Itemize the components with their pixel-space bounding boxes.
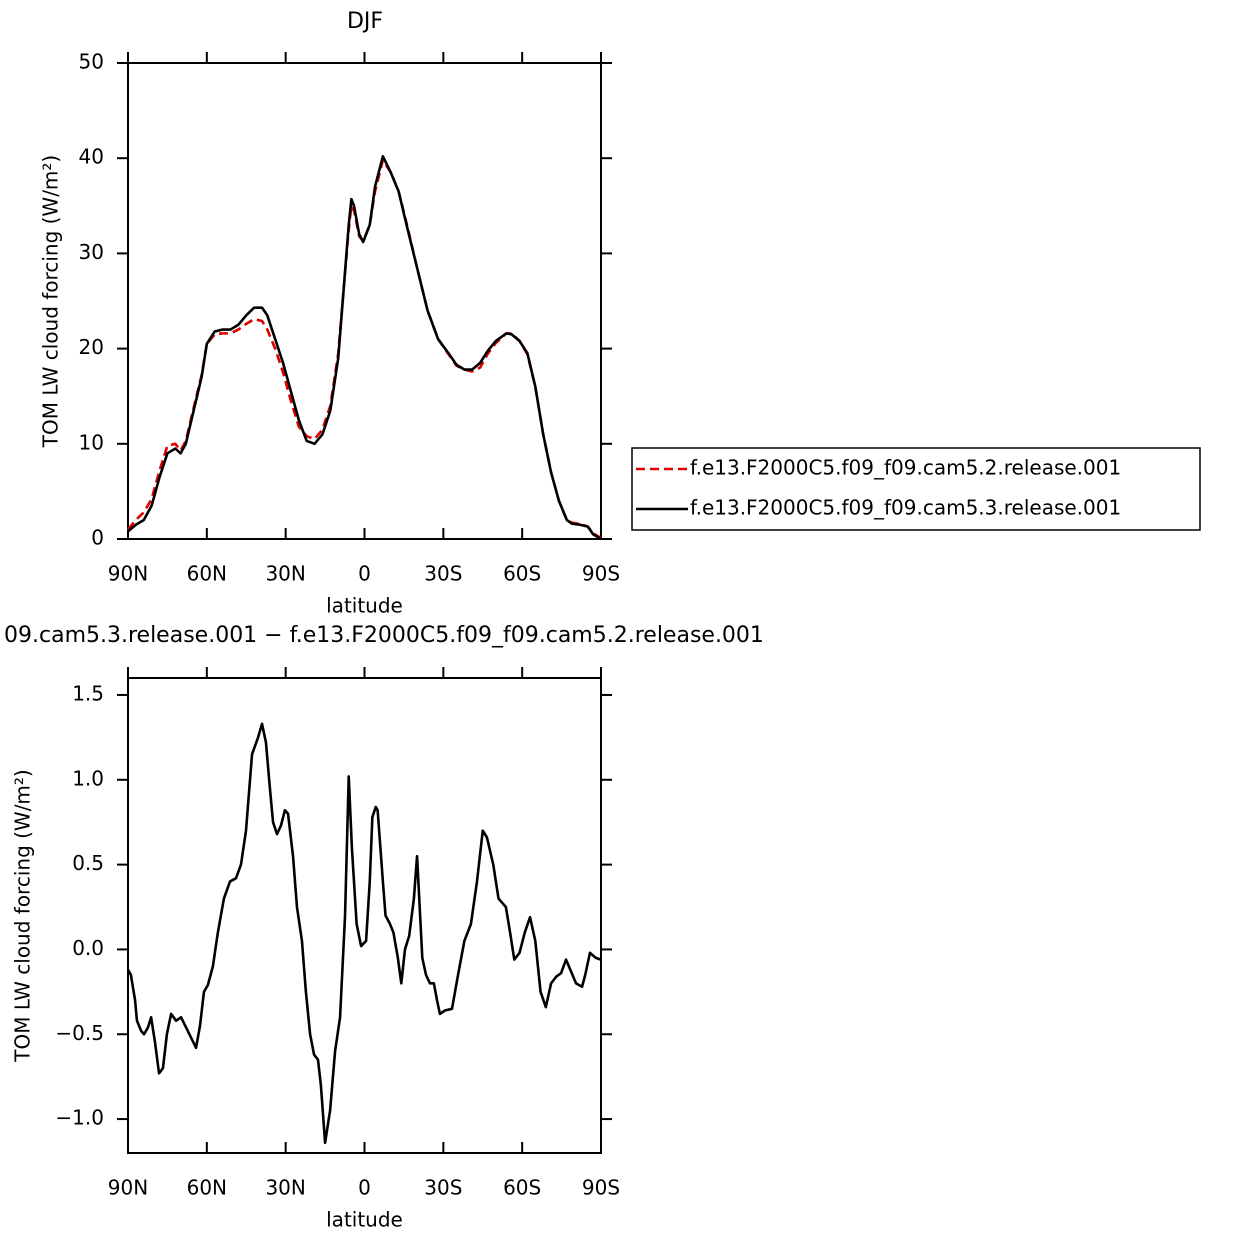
data-line [126, 158, 602, 540]
y-tick-label: 1.5 [72, 681, 104, 705]
legend-label: f.e13.F2000C5.f09_f09.cam5.2.release.001 [690, 456, 1121, 480]
x-tick-label: 60S [503, 562, 541, 586]
legend-box [631, 447, 1201, 531]
data-line [126, 722, 602, 1145]
x-axis-label: latitude [326, 594, 403, 618]
y-axis-label: TOM LW cloud forcing (W/m²) [11, 769, 35, 1063]
x-tick-label: 90S [582, 1176, 620, 1200]
y-tick-label: 30 [79, 240, 104, 264]
x-tick-label: 0 [358, 562, 371, 586]
y-tick-label: 50 [79, 50, 104, 74]
plot-frame [127, 677, 602, 1154]
y-tick-label: 20 [79, 335, 104, 359]
y-tick-label: 0.0 [72, 936, 104, 960]
chart-panel: DJF 0 10 20 30 40 50 90N 60N 30N 0 30S 60S 90S latitud… [39, 9, 1201, 618]
y-axis-label: TOM LW cloud forcing (W/m²) [39, 155, 63, 449]
y-tick-label: 0.5 [72, 851, 104, 875]
x-tick-label: 60N [187, 1176, 227, 1200]
data-line [127, 155, 602, 541]
x-tick-label: 60N [187, 562, 227, 586]
chart-title: 09.cam5.3.release.001 − f.e13.F2000C5.f0… [4, 623, 764, 648]
x-axis-label: latitude [326, 1208, 403, 1232]
x-tick-label: 30S [424, 562, 462, 586]
chart-title: DJF [347, 9, 383, 34]
y-tick-label: 0 [91, 526, 104, 550]
y-tick-label: 1.0 [72, 766, 104, 790]
x-tick-label: 30N [265, 562, 305, 586]
y-tick-label: 10 [79, 430, 104, 454]
y-tick-label: −0.5 [55, 1021, 104, 1045]
x-tick-label: 90N [108, 562, 148, 586]
plot-frame [127, 62, 602, 540]
x-tick-label: 90S [582, 562, 620, 586]
x-tick-label: 30N [265, 1176, 305, 1200]
x-tick-label: 30S [424, 1176, 462, 1200]
y-tick-label: 40 [79, 145, 104, 169]
legend: f.e13.F2000C5.f09_f09.cam5.2.release.001… [631, 447, 1201, 531]
y-tick-label: −1.0 [55, 1106, 104, 1130]
x-tick-label: 90N [108, 1176, 148, 1200]
legend-label: f.e13.F2000C5.f09_f09.cam5.3.release.001 [690, 496, 1121, 520]
x-tick-label: 0 [358, 1176, 371, 1200]
x-tick-label: 60S [503, 1176, 541, 1200]
chart-panel: 09.cam5.3.release.001 − f.e13.F2000C5.f0… [4, 623, 764, 1232]
